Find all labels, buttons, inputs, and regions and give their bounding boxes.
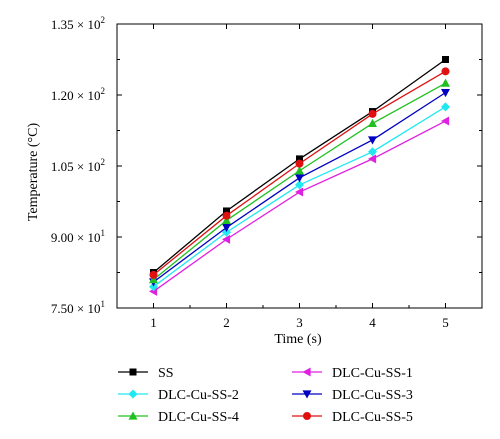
legend-marker (303, 412, 311, 420)
data-point (368, 147, 377, 157)
legend-marker (302, 390, 312, 399)
data-point (442, 56, 449, 63)
y-tick-label: 7.50 × 101 (51, 299, 105, 316)
legend: SS DLC-Cu-SS-1 DLC-Cu-SS-2 DLC-Cu-SS-3 DLC-C… (118, 366, 413, 425)
legend-item: DLC-Cu-SS-3 (292, 388, 413, 403)
legend-label: DLC-Cu-SS-1 (332, 366, 413, 381)
legend-item: DLC-Cu-SS-5 (292, 410, 413, 425)
x-tick-label: 2 (223, 315, 230, 330)
y-axis-label: Temperature (°C) (26, 123, 41, 222)
data-point (368, 109, 377, 118)
data-point (441, 67, 450, 76)
legend-label: DLC-Cu-SS-2 (158, 388, 239, 403)
x-tick-label: 3 (296, 315, 303, 330)
x-tick-label: 5 (442, 315, 449, 330)
data-point (295, 174, 304, 183)
legend-marker (302, 367, 311, 377)
legend-marker (128, 389, 138, 399)
y-tick-label: 1.35 × 102 (51, 15, 105, 32)
data-point (149, 275, 158, 284)
data-point (295, 180, 304, 190)
data-point (296, 155, 303, 163)
legend-label: DLC-Cu-SS-3 (332, 388, 413, 403)
data-point (368, 154, 377, 164)
y-tick-label: 9.00 × 101 (51, 228, 105, 245)
series-line (153, 120, 446, 292)
data-point (222, 215, 231, 225)
data-point (441, 78, 450, 87)
legend-item: DLC-Cu-SS-1 (292, 366, 413, 381)
data-point (368, 136, 377, 145)
legend-item: DLC-Cu-SS-2 (118, 388, 239, 403)
legend-label: DLC-Cu-SS-4 (158, 410, 239, 425)
data-point (149, 282, 158, 292)
data-point (295, 159, 304, 168)
y-tick-label: 1.20 × 102 (51, 86, 105, 103)
series-dlc-cu-ss-2 (149, 102, 450, 292)
x-tick-label: 4 (369, 315, 376, 330)
legend-marker (129, 368, 137, 376)
legend-item: SS (118, 366, 174, 381)
legend-marker (128, 411, 138, 420)
data-point (149, 270, 158, 279)
data-point (223, 207, 230, 215)
series-dlc-cu-ss-5 (149, 67, 450, 279)
series-dlc-cu-ss-4 (149, 78, 450, 284)
series-group (149, 56, 450, 296)
data-point (441, 102, 450, 112)
legend-label: SS (158, 366, 174, 381)
x-axis-label: Time (s) (274, 332, 322, 347)
legend-label: DLC-Cu-SS-5 (332, 410, 413, 425)
data-point (295, 187, 304, 197)
y-tick-label: 1.05 × 102 (51, 157, 105, 174)
tick-labels: 7.50 × 101 9.00 × 101 1.05 × 102 1.20 × 102… (51, 15, 449, 330)
data-point (441, 89, 450, 98)
data-point (368, 118, 377, 127)
legend-item: DLC-Cu-SS-4 (118, 410, 239, 425)
data-point (295, 166, 304, 175)
axes (116, 23, 483, 309)
data-point (222, 211, 231, 220)
data-point (222, 234, 231, 244)
series-dlc-cu-ss-1 (149, 116, 450, 296)
data-point (222, 223, 231, 233)
x-tick-label: 1 (150, 315, 157, 330)
data-point (441, 116, 450, 126)
